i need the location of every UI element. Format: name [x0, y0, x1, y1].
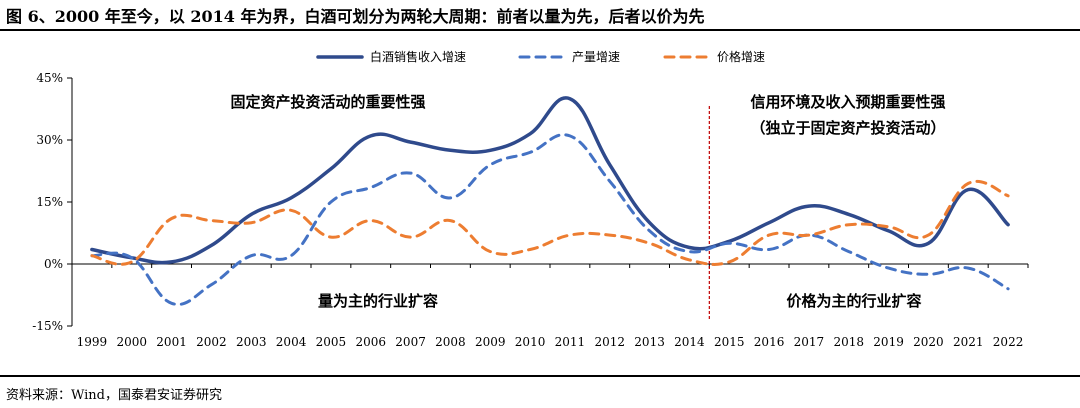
title-rule — [0, 29, 1080, 31]
chart-series — [90, 96, 1010, 306]
x-tick-label: 2017 — [794, 335, 825, 349]
x-tick-label: 2012 — [594, 335, 625, 349]
chart-annotations: 固定资产投资活动的重要性强 信用环境及收入预期重要性强 （独立于固定资产投资活动） 量… — [230, 93, 945, 310]
x-tick-label: 2014 — [674, 335, 705, 349]
x-tick-label: 2018 — [833, 335, 864, 349]
chart-axes: 45% 30% 15% 0% -15% 1999 2000 2001 2002 2003 2004 2… — [32, 71, 1029, 349]
x-tick-label: 2016 — [754, 335, 785, 349]
x-tick-label: 2008 — [435, 335, 466, 349]
annotation-top-right-sub: （独立于固定资产投资活动） — [750, 119, 945, 137]
x-tick-label: 2009 — [475, 335, 506, 349]
y-tick-label: 30% — [36, 133, 63, 147]
x-tick-label: 2015 — [714, 335, 745, 349]
x-tick-label: 2007 — [395, 335, 426, 349]
x-tick-label: 2020 — [913, 335, 944, 349]
y-tick-label: 45% — [36, 71, 63, 85]
y-tick-label: 0% — [44, 257, 63, 271]
chart-legend: 白酒销售收入增速 产量增速 价格增速 — [316, 49, 765, 64]
x-tick-label: 2003 — [236, 335, 267, 349]
x-tick-label: 2013 — [634, 335, 665, 349]
series-line-0 — [90, 96, 1010, 265]
annotation-bottom-right: 价格为主的行业扩容 — [786, 292, 921, 310]
source-note: 资料来源：Wind，国泰君安证券研究 — [6, 388, 222, 403]
x-tick-label: 2005 — [316, 335, 347, 349]
y-tick-label: -15% — [32, 319, 63, 333]
x-tick-label: 2006 — [355, 335, 386, 349]
series-line-2 — [90, 180, 1010, 266]
x-tick-label: 2001 — [156, 335, 187, 349]
x-tick-label: 2002 — [196, 335, 227, 349]
x-tick-label: 2021 — [953, 335, 984, 349]
figure-title: 图 6、2000 年至今，以 2014 年为界，白酒可划分为两轮大周期：前者以量… — [6, 7, 705, 26]
x-tick-label: 1999 — [77, 335, 108, 349]
x-tick-label: 2000 — [116, 335, 147, 349]
x-tick-label: 2010 — [515, 335, 546, 349]
y-tick-label: 15% — [36, 195, 63, 209]
x-tick-label: 2004 — [276, 335, 307, 349]
x-tick-label: 2011 — [555, 335, 586, 349]
x-tick-label: 2019 — [873, 335, 904, 349]
legend-label: 白酒销售收入增速 — [370, 49, 466, 64]
annotation-top-left: 固定资产投资活动的重要性强 — [230, 93, 425, 111]
x-tick-label: 2022 — [993, 335, 1024, 349]
series-line-1 — [90, 133, 1010, 306]
legend-label: 产量增速 — [572, 50, 620, 64]
source-rule — [0, 375, 1080, 377]
annotation-bottom-left: 量为主的行业扩容 — [318, 292, 438, 310]
legend-label: 价格增速 — [717, 49, 765, 64]
annotation-top-right: 信用环境及收入预期重要性强 — [750, 93, 945, 111]
